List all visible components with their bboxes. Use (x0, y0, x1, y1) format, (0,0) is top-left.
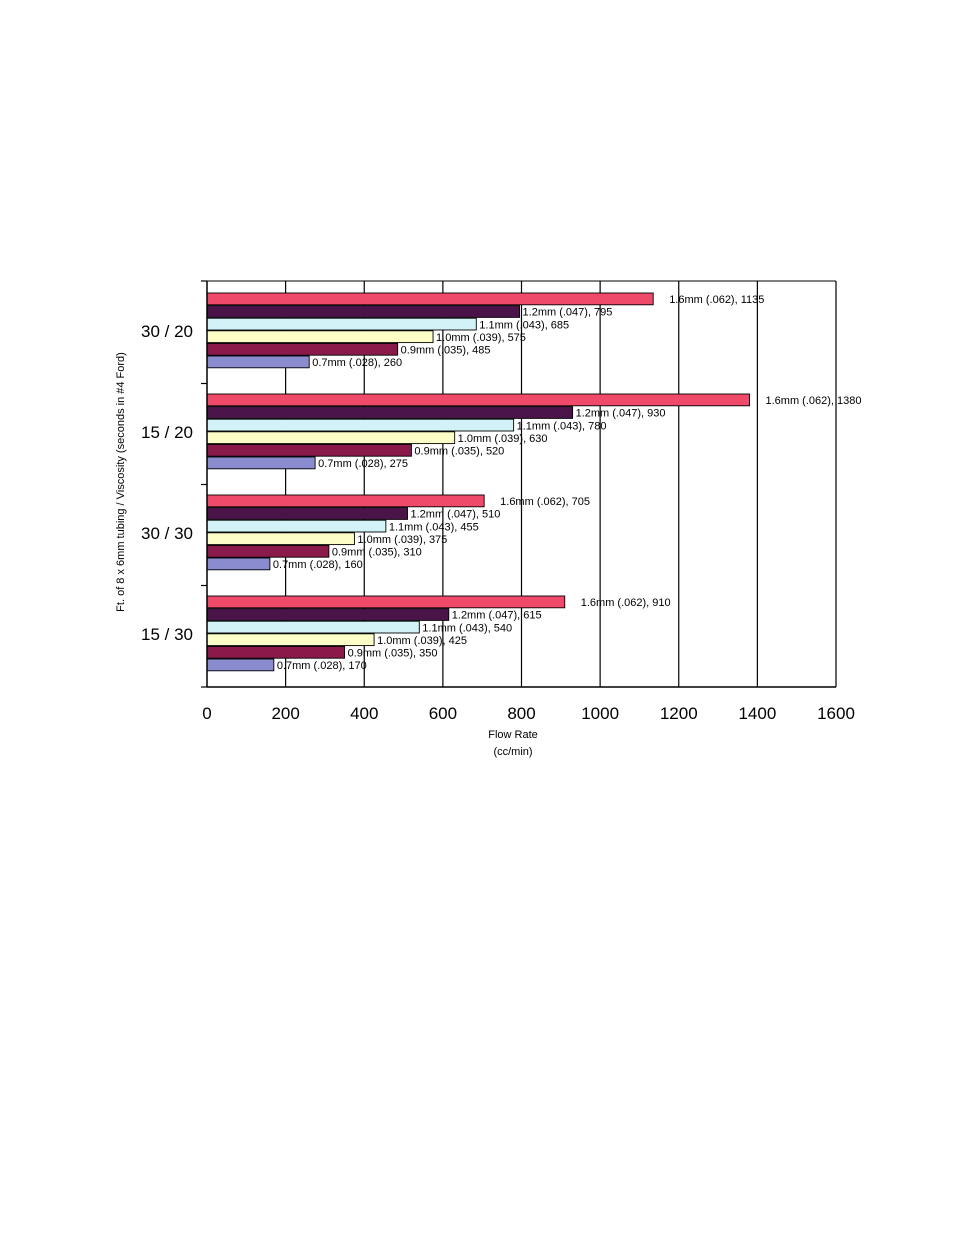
bar (206, 494, 485, 508)
data-label: 1.6mm (.062), 1135 (669, 294, 764, 306)
data-label: 1.2mm (.047), 930 (576, 408, 666, 420)
bar (206, 406, 574, 419)
x-tick-label: 600 (429, 704, 457, 723)
bar (206, 557, 271, 571)
data-label: 1.0mm (.039), 425 (377, 635, 467, 647)
data-label: 1.1mm (.043), 455 (389, 521, 479, 533)
category-label: 15 / 30 (141, 625, 193, 644)
data-label: 0.9mm (.035), 310 (332, 547, 422, 559)
x-tick-label: 1200 (660, 704, 698, 723)
bar (206, 456, 316, 470)
data-label: 1.6mm (.062), 705 (500, 496, 590, 508)
data-label: 1.2mm (.047), 510 (410, 509, 500, 521)
bar (206, 645, 346, 659)
data-label: 0.9mm (.035), 350 (348, 648, 438, 660)
bar (206, 330, 434, 344)
data-label: 1.6mm (.062), 910 (581, 597, 671, 609)
x-tick-label: 800 (507, 704, 535, 723)
x-tick-label: 0 (202, 704, 211, 723)
data-label: 1.1mm (.043), 685 (479, 319, 569, 331)
bar (206, 658, 275, 672)
bar (206, 443, 412, 457)
data-label: 1.0mm (.039), 375 (357, 534, 447, 546)
data-label: 1.0mm (.039), 575 (436, 332, 526, 344)
data-label: 1.1mm (.043), 540 (422, 622, 512, 634)
x-tick-label: 1000 (581, 704, 619, 723)
bar (206, 595, 566, 609)
bar (206, 355, 310, 369)
x-axis-unit: (cc/min) (493, 746, 532, 758)
x-tick-label: 400 (350, 704, 378, 723)
data-label: 0.7mm (.028), 160 (273, 559, 363, 571)
bar (206, 418, 515, 432)
category-labels: 15 / 30 30 / 30 15 / 20 30 / 20 (141, 322, 193, 644)
category-label: 30 / 20 (141, 322, 193, 341)
bar (206, 393, 750, 407)
y-axis-label: Ft. of 8 x 6mm tubing / Viscosity (secon… (115, 352, 127, 612)
data-label: 1.1mm (.043), 780 (517, 420, 607, 432)
x-tick-label: 1400 (738, 704, 776, 723)
data-label: 0.7mm (.028), 170 (277, 660, 367, 672)
data-label: 1.2mm (.047), 615 (452, 610, 542, 622)
x-axis-label: Flow Rate (488, 729, 538, 741)
data-label: 0.9mm (.035), 520 (414, 446, 504, 458)
bar (206, 292, 654, 306)
data-label: 1.2mm (.047), 795 (523, 307, 613, 319)
bar (206, 305, 520, 318)
bar (206, 544, 330, 558)
bar (206, 620, 420, 634)
bar (206, 507, 408, 520)
data-label: 0.9mm (.035), 485 (401, 345, 491, 357)
bar (206, 317, 477, 331)
data-label: 0.7mm (.028), 260 (312, 357, 402, 369)
x-tick-label: 1600 (817, 704, 855, 723)
bar (206, 519, 387, 533)
data-label: 1.0mm (.039), 630 (458, 433, 548, 445)
category-label: 30 / 30 (141, 524, 193, 543)
bar (206, 633, 375, 647)
bar (206, 431, 456, 445)
x-tick-label: 200 (271, 704, 299, 723)
x-tick-labels: 0 200 400 600 800 1000 1200 1400 1600 (202, 704, 855, 723)
bar (206, 532, 355, 546)
data-label: 0.7mm (.028), 275 (318, 458, 408, 470)
data-label: 1.6mm (.062), 1380 (766, 395, 862, 407)
category-label: 15 / 20 (141, 423, 193, 442)
bar (206, 608, 450, 621)
bar (206, 342, 399, 356)
axes (201, 280, 836, 688)
